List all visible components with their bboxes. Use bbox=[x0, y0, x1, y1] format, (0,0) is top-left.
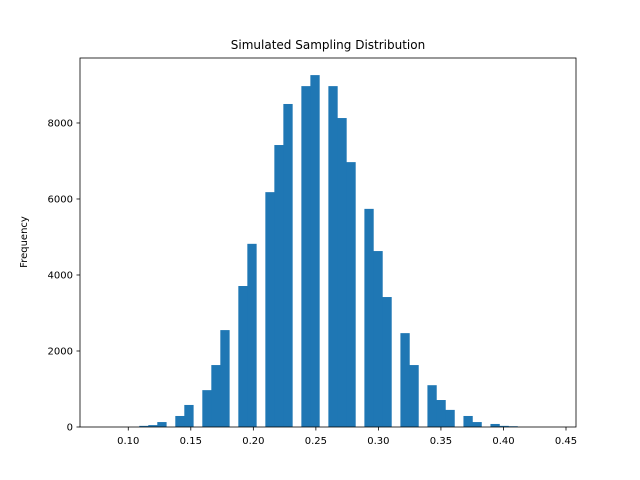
x-tick-label: 0.40 bbox=[492, 436, 514, 447]
chart-title: Simulated Sampling Distribution bbox=[231, 38, 425, 52]
histogram-bar bbox=[346, 162, 356, 427]
histogram-bar bbox=[445, 409, 455, 427]
bars bbox=[139, 75, 518, 428]
histogram-bar bbox=[301, 86, 311, 427]
histogram-bar bbox=[211, 365, 221, 427]
histogram-bar bbox=[499, 425, 509, 427]
histogram-bar bbox=[337, 118, 347, 428]
x-tick-label: 0.15 bbox=[180, 436, 202, 447]
histogram-bar bbox=[427, 385, 437, 427]
histogram-bar bbox=[157, 422, 167, 427]
histogram-bar bbox=[328, 86, 338, 427]
x-tick-label: 0.10 bbox=[117, 436, 139, 447]
x-tick-label: 0.25 bbox=[305, 436, 327, 447]
histogram-bar bbox=[382, 297, 392, 427]
histogram-bar bbox=[274, 145, 284, 427]
histogram-bar bbox=[139, 425, 149, 427]
histogram-bar bbox=[238, 286, 248, 427]
histogram-bar bbox=[463, 415, 473, 427]
y-tick-label: 6000 bbox=[48, 194, 73, 205]
x-tick-label: 0.35 bbox=[430, 436, 452, 447]
y-tick-label: 4000 bbox=[48, 270, 73, 281]
histogram-bar bbox=[148, 425, 158, 427]
histogram-bar bbox=[175, 415, 185, 427]
histogram-bar bbox=[202, 390, 212, 427]
histogram-bar bbox=[184, 404, 194, 427]
histogram-bar bbox=[373, 251, 383, 427]
y-ticks: 0 2000 4000 6000 8000 bbox=[48, 118, 80, 434]
histogram-bar bbox=[364, 208, 374, 427]
histogram-bar bbox=[283, 103, 293, 428]
histogram-bar bbox=[472, 422, 482, 427]
x-ticks: 0.10 0.15 0.20 0.25 0.30 0.35 0.40 0.45 bbox=[117, 427, 577, 447]
x-tick-label: 0.30 bbox=[367, 436, 389, 447]
y-axis-label: Frequency bbox=[19, 216, 30, 268]
y-tick-label: 0 bbox=[67, 423, 73, 434]
histogram-bar bbox=[400, 333, 410, 427]
histogram-bar bbox=[490, 423, 500, 427]
histogram-bar bbox=[247, 243, 257, 427]
x-tick-label: 0.20 bbox=[242, 436, 264, 447]
histogram-bar bbox=[265, 192, 275, 427]
histogram-bar bbox=[220, 330, 230, 427]
y-tick-label: 2000 bbox=[48, 346, 73, 357]
axes-frame bbox=[79, 57, 577, 428]
x-tick-label: 0.45 bbox=[555, 436, 577, 447]
histogram-bar bbox=[409, 365, 419, 427]
histogram-bar bbox=[310, 75, 320, 428]
y-tick-label: 8000 bbox=[48, 118, 73, 129]
histogram-bar bbox=[436, 400, 446, 427]
